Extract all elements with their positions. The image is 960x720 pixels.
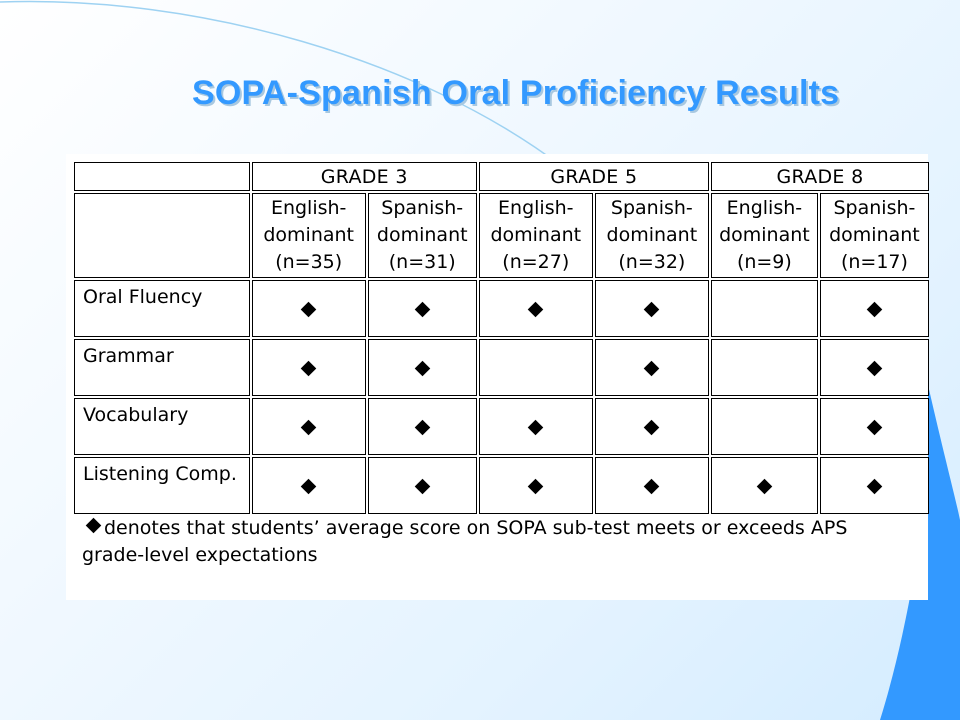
group-header-line1: Spanish- (610, 197, 693, 219)
grade-label: GRADE 3 (320, 165, 408, 188)
group-header-line2: dominant (376, 224, 468, 246)
group-header-line1: Spanish- (833, 197, 916, 219)
result-cell (251, 339, 366, 396)
diamond-icon (414, 301, 431, 317)
result-cell (710, 398, 818, 455)
diamond-icon (300, 478, 317, 494)
group-header-line3: (n=31) (388, 251, 456, 273)
group-header-line3: (n=9) (736, 251, 792, 273)
grade-header-row: GRADE 3 GRADE 5 GRADE 8 (74, 162, 929, 191)
result-cell (478, 398, 593, 455)
diamond-icon (300, 301, 317, 317)
result-cell (478, 339, 593, 396)
diamond-icon (300, 360, 317, 376)
diamond-icon (300, 419, 317, 435)
result-cell (367, 280, 477, 337)
results-table: GRADE 3 GRADE 5 GRADE 8 English-dominant… (72, 160, 931, 516)
group-header-line3: (n=17) (840, 251, 908, 273)
diamond-icon (528, 419, 544, 435)
result-cell (710, 280, 818, 337)
table-row: Oral Fluency (74, 280, 929, 337)
corner-cell (74, 162, 250, 191)
skill-label: Oral Fluency (74, 280, 250, 337)
result-cell (819, 339, 929, 396)
group-header-line3: (n=35) (275, 251, 343, 273)
result-cell (594, 280, 709, 337)
skill-label: Listening Comp. (74, 457, 250, 514)
result-cell (594, 339, 709, 396)
result-cell (367, 457, 477, 514)
result-cell (251, 398, 366, 455)
grade-label: GRADE 5 (550, 165, 638, 188)
slide-title: SOPA-Spanish Oral Proficiency Results (192, 74, 840, 112)
result-cell (594, 398, 709, 455)
result-cell (478, 280, 593, 337)
group-header-cell: Spanish-dominant (n=32) (594, 193, 709, 278)
group-header-cell: Spanish-dominant (n=17) (819, 193, 929, 278)
diamond-icon (866, 301, 883, 317)
diamond-icon (756, 478, 773, 494)
diamond-icon (528, 478, 544, 494)
group-header-cell: English-dominant (n=35) (251, 193, 366, 278)
diamond-icon (866, 360, 883, 376)
diamond-icon (866, 478, 883, 494)
diamond-icon (644, 301, 660, 317)
group-header-line1: English- (270, 197, 347, 219)
legend: denotes that students’ average score on … (82, 515, 912, 569)
group-header-line1: English- (498, 197, 574, 219)
table-row: Grammar (74, 339, 929, 396)
result-cell (478, 457, 593, 514)
grade-label: GRADE 8 (776, 165, 864, 188)
result-cell (819, 398, 929, 455)
diamond-icon (528, 301, 544, 317)
skill-label: Vocabulary (74, 398, 250, 455)
group-header-line2: dominant (829, 224, 920, 246)
diamond-icon (644, 478, 660, 494)
diamond-icon (644, 419, 660, 435)
result-cell (367, 398, 477, 455)
group-header-cell: Spanish-dominant (n=31) (367, 193, 477, 278)
group-header-line3: (n=32) (618, 251, 686, 273)
group-header-line3: (n=27) (502, 251, 570, 273)
result-cell (710, 457, 818, 514)
grade-3-header: GRADE 3 (251, 162, 477, 191)
result-cell (594, 457, 709, 514)
table-row: Listening Comp. (74, 457, 929, 514)
legend-text: denotes that students’ average score on … (82, 517, 848, 566)
corner-cell (74, 193, 250, 278)
accent-curve (0, 0, 561, 166)
group-header-cell: English-dominant (n=9) (710, 193, 818, 278)
diamond-icon (414, 360, 431, 376)
diamond-icon (644, 360, 660, 376)
group-header-cell: English-dominant (n=27) (478, 193, 593, 278)
skill-rows: Oral Fluency Grammar Vocabulary Listening C… (74, 280, 929, 514)
result-cell (819, 457, 929, 514)
grade-8-header: GRADE 8 (710, 162, 929, 191)
diamond-icon (866, 419, 883, 435)
diamond-icon (414, 478, 431, 494)
skill-label: Grammar (74, 339, 250, 396)
group-header-line2: dominant (263, 224, 355, 246)
group-header-line1: Spanish- (381, 197, 464, 219)
group-header-row: English-dominant (n=35) Spanish-dominant (n… (74, 193, 929, 278)
table-row: Vocabulary (74, 398, 929, 455)
result-cell (367, 339, 477, 396)
result-cell (251, 457, 366, 514)
result-cell (710, 339, 818, 396)
diamond-icon (414, 419, 431, 435)
result-cell (819, 280, 929, 337)
group-header-line2: dominant (719, 224, 810, 246)
grade-5-header: GRADE 5 (478, 162, 709, 191)
results-panel: GRADE 3 GRADE 5 GRADE 8 English-dominant… (66, 154, 931, 600)
group-header-line1: English- (726, 197, 803, 219)
result-cell (251, 280, 366, 337)
group-header-line2: dominant (490, 224, 582, 246)
group-header-line2: dominant (606, 224, 698, 246)
diamond-icon (85, 517, 102, 534)
